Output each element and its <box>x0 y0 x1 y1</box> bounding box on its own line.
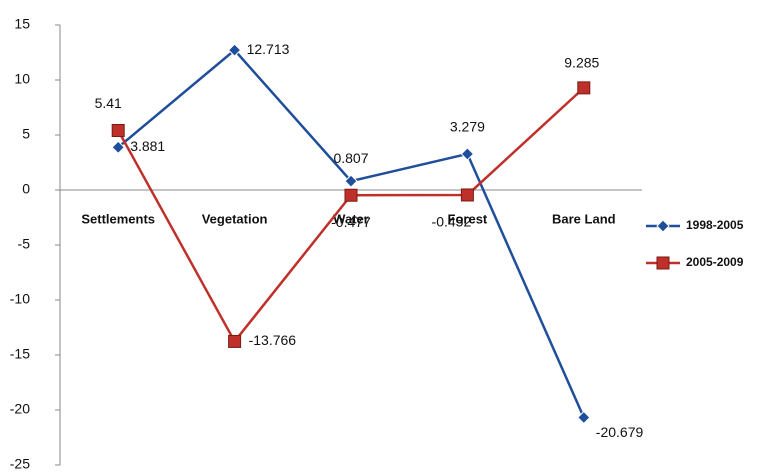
series-line <box>117 48 585 418</box>
y-tick-label: -25 <box>10 456 30 472</box>
y-tick-label: -15 <box>10 346 30 362</box>
y-tick-label: 5 <box>22 126 30 142</box>
y-tick-label: -20 <box>10 401 30 417</box>
data-label: 0.807 <box>333 150 368 166</box>
data-label: -20.679 <box>596 424 644 440</box>
data-label: 5.41 <box>95 95 122 111</box>
x-tick-label: Water <box>333 211 369 226</box>
data-label: 3.881 <box>130 138 165 154</box>
data-label: 9.285 <box>564 55 599 71</box>
data-label: -0.452 <box>432 214 472 230</box>
marker <box>228 334 242 348</box>
x-tick-label: Vegetation <box>202 211 268 226</box>
data-label: -13.766 <box>249 332 297 348</box>
marker <box>344 188 358 202</box>
y-tick-label: 15 <box>14 16 30 32</box>
legend-label: 1998-2005 <box>686 218 744 232</box>
data-label: 12.713 <box>247 41 290 57</box>
marker <box>577 410 591 425</box>
marker <box>656 256 670 270</box>
data-label: -0.477 <box>331 214 371 230</box>
y-tick-label: 10 <box>14 71 30 87</box>
marker <box>460 188 474 202</box>
marker <box>577 81 591 95</box>
x-tick-label: Forest <box>448 211 488 226</box>
y-tick-label: 0 <box>22 181 30 197</box>
marker <box>656 219 670 233</box>
marker <box>460 147 475 161</box>
data-label: 3.279 <box>450 119 485 135</box>
marker <box>111 140 125 155</box>
x-tick-label: Settlements <box>81 211 155 226</box>
marker <box>111 123 125 137</box>
marker <box>344 174 358 188</box>
legend-label: 2005-2009 <box>686 255 744 269</box>
x-tick-label: Bare Land <box>552 211 616 226</box>
marker <box>227 43 242 57</box>
y-tick-label: -10 <box>10 291 30 307</box>
y-tick-label: -5 <box>18 236 31 252</box>
